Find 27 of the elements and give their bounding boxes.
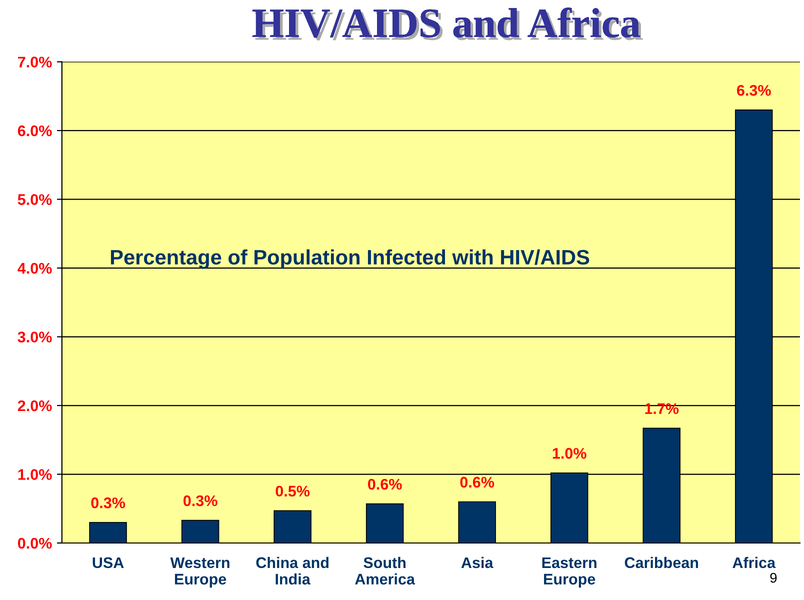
data-label: 0.6% <box>460 476 494 488</box>
x-tick-label: USA <box>92 557 124 568</box>
data-label: 0.5% <box>276 486 310 497</box>
y-tick-label: 4.0% <box>18 262 52 274</box>
x-tick-label: Asia <box>461 556 494 568</box>
y-tick-label: 7.0% <box>18 56 52 68</box>
annotation: Percentage of Population Infected with HIV/AIDS <box>110 249 590 269</box>
x-tick-label: South America <box>355 556 416 585</box>
text: 9 <box>770 572 777 583</box>
x-tick-label: Western Europe <box>170 557 230 588</box>
y-tick-label: 5.0% <box>18 194 52 205</box>
data-label: 0.3% <box>91 497 126 508</box>
data-label: 0.3% <box>183 495 218 506</box>
y-tick-label: 1.0% <box>18 469 52 480</box>
x-tick-label: Eastern Europe <box>542 557 596 588</box>
y-tick-label: 0.0% <box>18 538 52 549</box>
y-tick-label: 6.0% <box>18 125 52 136</box>
x-tick-label: Africa <box>732 556 776 568</box>
data-label: 6.3% <box>737 84 771 96</box>
data-label: 1.7% <box>645 403 679 414</box>
x-tick-label: China and India <box>256 556 328 585</box>
chart-title: HIV/AIDS and Africa <box>252 8 643 40</box>
x-tick-label: Caribbean <box>624 556 698 568</box>
y-tick-label: 2.0% <box>18 400 52 412</box>
data-label: 1.0% <box>552 448 586 459</box>
data-label: 0.6% <box>368 478 402 490</box>
y-tick-label: 3.0% <box>18 332 52 342</box>
